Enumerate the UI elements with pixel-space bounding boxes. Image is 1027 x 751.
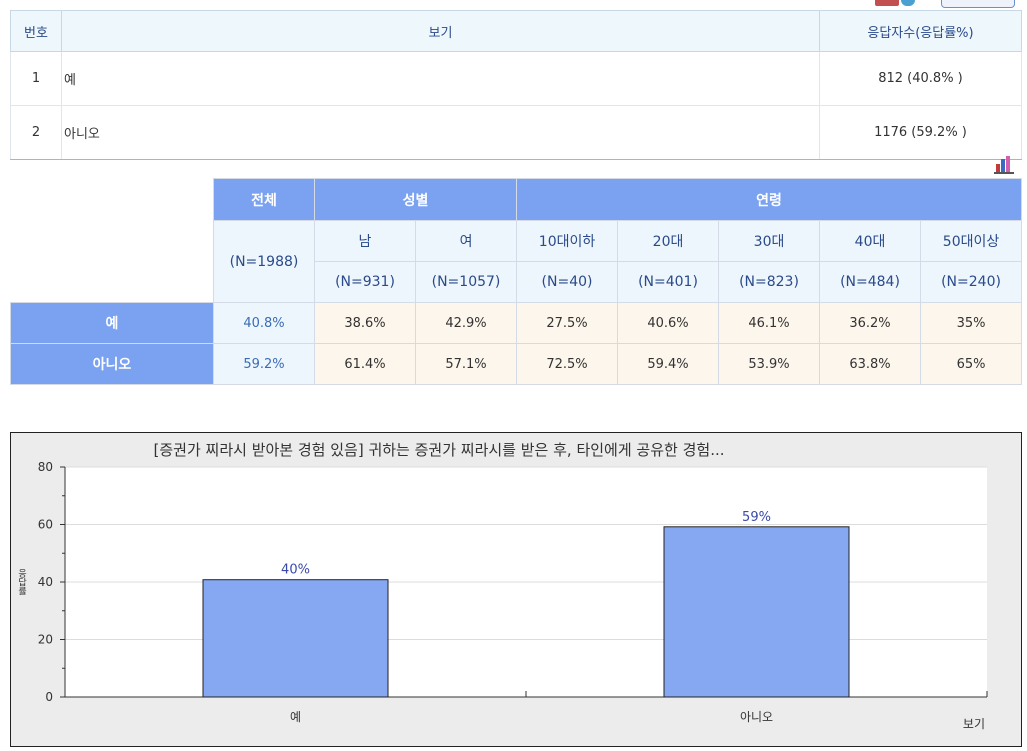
- cell-value: 53.9%: [718, 343, 821, 385]
- row-label: 예: [10, 302, 214, 344]
- cell-value: 57.1%: [414, 343, 518, 385]
- cell-value: 59.4%: [617, 343, 720, 385]
- cell-value: 38.6%: [314, 302, 416, 344]
- y-tick-label: 20: [38, 633, 53, 647]
- subhead-age-40: 40대: [819, 220, 922, 262]
- y-tick-label: 60: [38, 518, 53, 532]
- table-row: 1 예 812 (40.8% ): [10, 51, 1022, 106]
- corner-blank: [10, 178, 214, 221]
- table-row: 2 아니오 1176 (59.2% ): [10, 105, 1022, 160]
- subhead-female: 여: [414, 220, 518, 262]
- subhead-n: (N=401): [617, 261, 720, 303]
- cross-table: 전체 성별 연령 (N=1988) 남 여 10대이하 20대 30대 40대 …: [10, 178, 1023, 385]
- header-option: 보기: [61, 10, 820, 52]
- chart-panel: 0 20 40 60 80 40% 예 59% 아니오 [증권가 찌라시 받아본 경험 있음]…: [10, 432, 1022, 747]
- cell-value: 72.5%: [516, 343, 619, 385]
- subhead-age-10: 10대이하: [516, 220, 619, 262]
- cell-value: 61.4%: [314, 343, 416, 385]
- print-icon[interactable]: [875, 0, 899, 6]
- row-count: 812 (40.8% ): [819, 51, 1022, 106]
- bars: 40% 예 59% 아니오: [202, 510, 850, 724]
- header-num: 번호: [10, 10, 62, 52]
- corner-blank: [10, 261, 214, 303]
- subhead-n: (N=823): [718, 261, 821, 303]
- subhead-n: (N=40): [516, 261, 619, 303]
- cell-value: 40.6%: [617, 302, 720, 344]
- bar: [202, 579, 389, 698]
- group-gender: 성별: [313, 178, 518, 221]
- row-option: 아니오: [61, 105, 820, 160]
- cell-value: 65%: [920, 343, 1023, 385]
- bar-chart-icon[interactable]: [993, 155, 1015, 174]
- y-tick-label: 0: [45, 690, 53, 704]
- cell-value: 36.2%: [819, 302, 922, 344]
- subhead-male: 남: [314, 220, 416, 262]
- x-axis-label: 보기: [963, 717, 985, 731]
- row-num: 2: [10, 105, 62, 160]
- row-option: 예: [61, 51, 820, 106]
- y-tick-label: 80: [38, 460, 53, 474]
- subhead-age-20: 20대: [617, 220, 720, 262]
- toolbar-button[interactable]: [941, 0, 1015, 8]
- top-toolbar: [875, 0, 1025, 8]
- row-label: 아니오: [10, 343, 214, 385]
- subhead-n: (N=1057): [414, 261, 518, 303]
- refresh-icon[interactable]: [901, 0, 915, 6]
- cell-value: 35%: [920, 302, 1023, 344]
- cell-value: 42.9%: [414, 302, 518, 344]
- x-tick-label: 예: [290, 710, 301, 724]
- cell-value: 46.1%: [718, 302, 821, 344]
- row-count: 1176 (59.2% ): [819, 105, 1022, 160]
- row-total: 40.8%: [213, 302, 315, 344]
- chart-title: [증권가 찌라시 받아본 경험 있음] 귀하는 증권가 찌라시를 받은 후, 타…: [154, 441, 725, 459]
- response-table-header: 번호 보기 응답자수(응답률%): [10, 10, 1022, 52]
- subhead-n: (N=240): [920, 261, 1023, 303]
- data-label: 59%: [742, 510, 771, 525]
- table-row: 예 40.8% 38.6% 42.9% 27.5% 40.6% 46.1% 36…: [10, 302, 1023, 344]
- y-axis-label: 응답률: [16, 568, 26, 595]
- row-num: 1: [10, 51, 62, 106]
- bar-chart: 0 20 40 60 80 40% 예 59% 아니오 [증권가 찌라시 받아본 경험 있음]…: [16, 441, 988, 731]
- cell-value: 27.5%: [516, 302, 619, 344]
- subhead-age-30: 30대: [718, 220, 821, 262]
- group-age: 연령: [516, 178, 1023, 221]
- x-tick-label: 아니오: [740, 710, 773, 724]
- subhead-age-50: 50대이상: [920, 220, 1023, 262]
- table-row: 아니오 59.2% 61.4% 57.1% 72.5% 59.4% 53.9% …: [10, 343, 1023, 385]
- subhead-n: (N=484): [819, 261, 922, 303]
- response-table: 번호 보기 응답자수(응답률%) 1 예 812 (40.8% ) 2 아니오 …: [10, 10, 1022, 160]
- data-label: 40%: [281, 563, 310, 578]
- cell-value: 63.8%: [819, 343, 922, 385]
- total-n: (N=1988): [213, 220, 315, 303]
- corner-blank: [10, 220, 214, 262]
- y-tick-label: 40: [38, 575, 53, 589]
- subhead-n: (N=931): [314, 261, 416, 303]
- bar: [663, 526, 850, 698]
- group-total: 전체: [213, 178, 315, 221]
- header-count: 응답자수(응답률%): [819, 10, 1022, 52]
- row-total: 59.2%: [213, 343, 315, 385]
